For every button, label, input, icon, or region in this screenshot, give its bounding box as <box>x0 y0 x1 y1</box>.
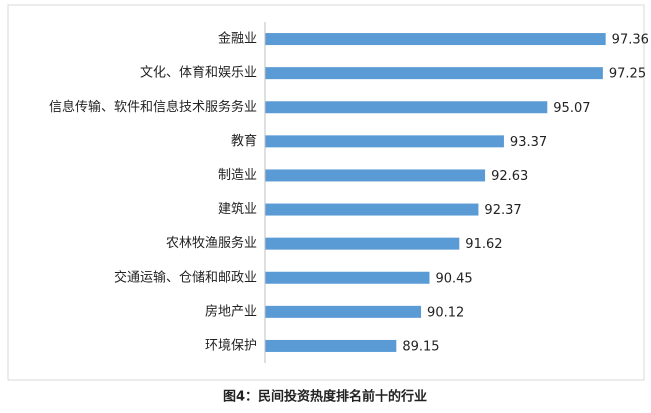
value-label: 90.12 <box>427 305 464 320</box>
value-label: 97.25 <box>609 67 646 82</box>
category-label: 制造业 <box>218 168 257 183</box>
category-label: 房地产业 <box>205 303 257 319</box>
category-label: 文化、体育和娱乐业 <box>140 65 257 81</box>
value-label: 92.63 <box>491 169 528 184</box>
category-label: 环境保护 <box>205 338 257 353</box>
value-label: 93.37 <box>510 135 547 150</box>
chart-title: 图4：民间投资热度排名前十的行业 <box>223 389 427 405</box>
chart-frame <box>7 4 645 381</box>
bar <box>265 271 430 284</box>
bar <box>265 33 606 46</box>
category-label: 金融业 <box>218 31 257 47</box>
value-label: 91.62 <box>465 237 502 252</box>
value-label: 89.15 <box>402 339 439 354</box>
bar <box>265 237 460 250</box>
value-label: 90.45 <box>435 271 472 286</box>
bar <box>265 101 548 114</box>
bar <box>265 305 422 318</box>
value-label: 92.37 <box>484 203 521 218</box>
value-label: 95.07 <box>553 101 590 116</box>
category-label: 教育 <box>231 133 257 149</box>
category-label: 建筑业 <box>218 201 257 217</box>
bar <box>265 67 603 80</box>
category-label: 交通运输、仓储和邮政业 <box>114 269 257 285</box>
bar <box>265 169 486 182</box>
bar <box>265 203 479 216</box>
category-label: 农林牧渔服务业 <box>166 235 257 251</box>
category-label: 信息传输、软件和信息技术服务务业 <box>49 99 257 115</box>
value-label: 97.36 <box>612 33 649 48</box>
bar <box>265 135 504 148</box>
bar <box>265 339 397 352</box>
